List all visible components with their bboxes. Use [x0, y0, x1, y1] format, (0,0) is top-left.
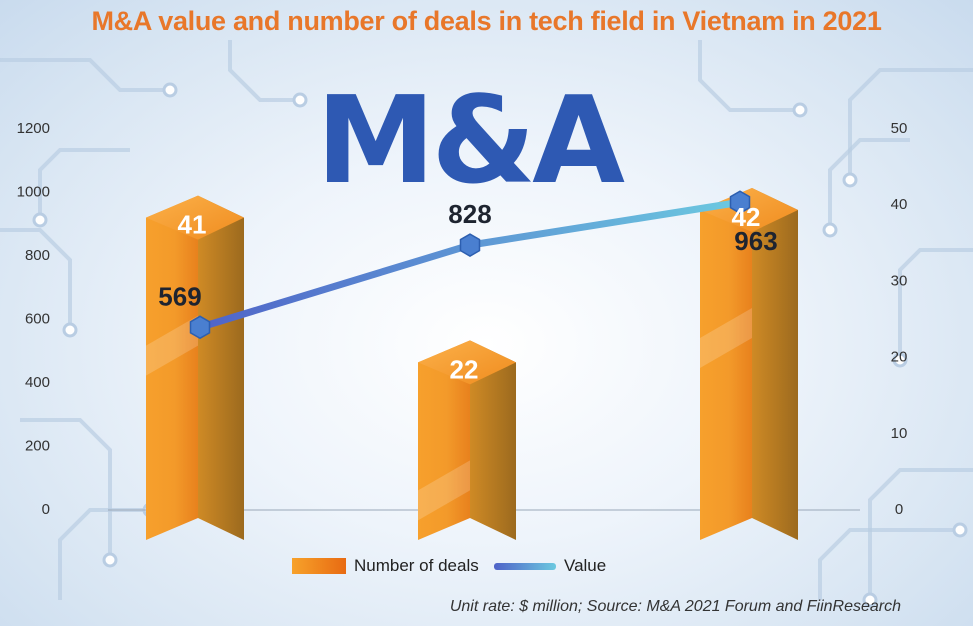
circuit-trace [20, 418, 112, 560]
bar-data-label: 42 [732, 202, 761, 232]
circuit-node [952, 522, 968, 538]
circuit-trace [0, 228, 72, 330]
legend-item-line: Value [494, 556, 606, 576]
bar-deals [418, 340, 516, 540]
circuit-node [842, 172, 858, 188]
ma-logo-text: M&A [316, 72, 625, 211]
right-axis-tick-label: 40 [891, 196, 908, 213]
bar-highlight [700, 307, 752, 368]
left-axis-tick-label: 400 [25, 374, 50, 391]
bar-data-label: 22 [450, 354, 479, 384]
value-data-label: 569 [158, 281, 201, 311]
circuit-node [892, 352, 908, 368]
circuit-node [62, 322, 78, 338]
bar-side-face [752, 187, 798, 540]
circuit-trace [38, 148, 130, 220]
value-point [189, 315, 211, 340]
legend-line-swatch [494, 562, 556, 570]
chart-title: M&A value and number of deals in tech fi… [91, 6, 882, 36]
bar-front-face [418, 340, 470, 540]
left-axis-tick-label: 600 [25, 311, 50, 328]
right-axis-tick-label: 0 [895, 501, 903, 518]
bar-highlight [418, 460, 470, 521]
legend-bar-label: Number of deals [354, 556, 479, 575]
circuit-trace [0, 58, 170, 92]
circuit-trace [228, 40, 300, 102]
circuit-node [822, 222, 838, 238]
bar-front-face [146, 195, 198, 540]
bar-front-face [700, 187, 752, 540]
value-point [459, 233, 481, 257]
left-axis-tick-label: 0 [42, 501, 50, 518]
circuit-node [792, 102, 808, 118]
bar-top-face [146, 195, 244, 240]
right-axis-tick-label: 50 [891, 120, 908, 137]
bar-deals [146, 195, 244, 540]
right-axis-tick-label: 20 [891, 349, 908, 366]
circuit-trace [698, 40, 800, 112]
right-axis-tick-label: 10 [891, 425, 908, 442]
bar-deals [700, 187, 798, 540]
value-point [729, 190, 751, 215]
bar-top-face [418, 340, 516, 385]
left-axis-tick-label: 1000 [17, 184, 50, 201]
bar-highlight [146, 315, 198, 376]
circuit-node [162, 82, 178, 98]
circuit-trace [828, 138, 910, 230]
circuit-node [292, 92, 308, 108]
bar-data-label: 41 [178, 210, 207, 240]
circuit-trace [848, 68, 973, 180]
value-data-label: 963 [734, 226, 777, 256]
bar-side-face [198, 195, 244, 540]
left-axis-tick-label: 200 [25, 438, 50, 455]
circuit-trace [868, 468, 973, 600]
right-axis-tick-label: 30 [891, 272, 908, 289]
legend-line-label: Value [564, 556, 607, 575]
legend-bar-swatch [292, 558, 346, 574]
left-axis-tick-label: 1200 [17, 120, 50, 137]
left-axis-tick-label: 800 [25, 247, 50, 264]
circuit-trace [898, 248, 973, 360]
circuit-node [102, 552, 118, 568]
legend-item-bars: Number of deals [292, 556, 479, 576]
circuit-trace [818, 528, 960, 600]
bar-side-face [470, 340, 516, 540]
circuit-node [32, 212, 48, 228]
source-note: Unit rate: $ million; Source: M&A 2021 F… [449, 598, 901, 615]
bar-top-face [700, 187, 798, 232]
circuit-node [862, 592, 878, 608]
value-data-label: 828 [448, 199, 491, 229]
